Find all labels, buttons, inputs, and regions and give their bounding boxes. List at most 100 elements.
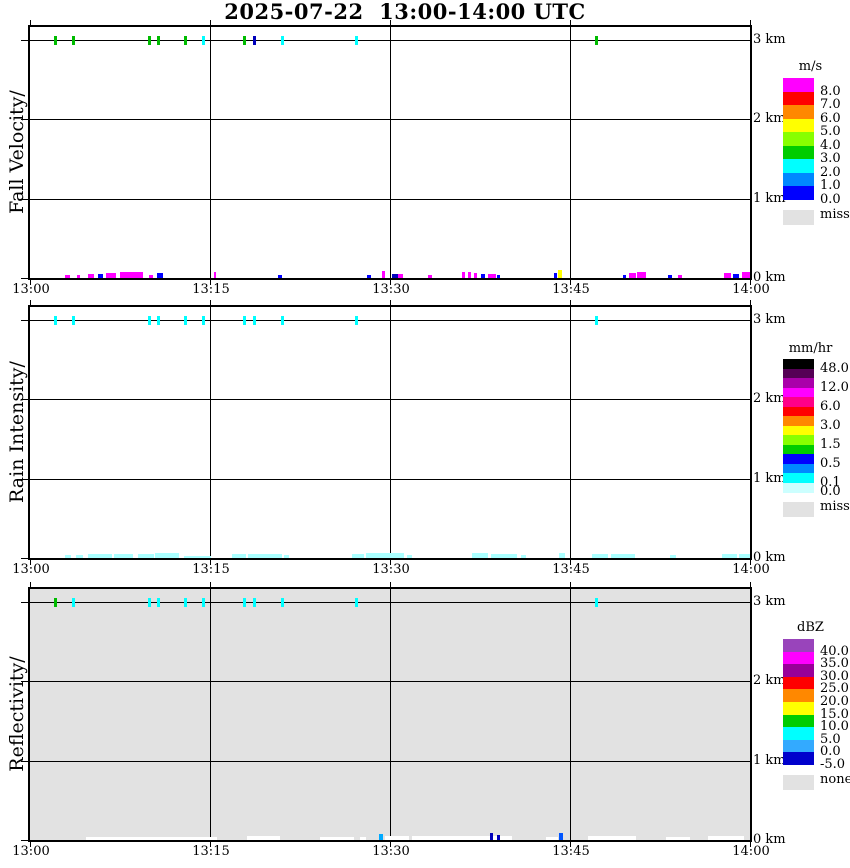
surface-echo-mark [284,555,290,558]
colorbar-label: 3.0 [820,151,841,166]
colorbar-segment [783,359,814,369]
colorbar-label: 15.0 [820,706,849,722]
echo-top-mark [147,36,151,45]
echo-top-mark [242,36,246,45]
echo-top-mark [147,598,151,607]
x-axis-tick [30,842,31,847]
echo-top-mark [253,36,257,45]
echo-top-mark [595,598,599,607]
colorbar-segment [783,714,814,728]
surface-echo-mark [105,273,117,278]
surface-echo-mark [87,554,112,558]
y-tick-label: 3 km [753,312,786,327]
x-axis-tick [750,20,751,25]
y-tick-label: 2 km [753,391,786,407]
colorbar-label: 0.5 [820,455,841,471]
no-echo-gap [385,836,410,840]
surface-echo-mark [183,556,212,558]
x-axis-tick [210,280,211,285]
colorbar-segment [783,482,814,493]
figure-title: 2025-07-22 13:00-14:00 UTC [224,0,586,24]
surface-echo-mark [213,272,216,278]
rain-intensity-axis-label: Rain Intensity/ [6,361,28,503]
x-axis-tick [750,280,751,285]
surface-echo-mark [622,275,627,278]
x-tick-label: 13:15 [192,562,230,577]
colorbar-label: 8.0 [820,83,841,99]
colorbar-label: 30.0 [820,668,849,684]
y-axis-tick [21,278,28,279]
x-axis-tick [750,560,751,565]
echo-top-mark [54,36,58,45]
echo-top-mark [183,598,187,607]
colorbar-segment [783,397,814,407]
y-tick-label: 0 km [753,270,786,285]
fall-velocity-axis-label: Fall Velocity/ [6,90,28,214]
echo-top-mark [281,316,284,325]
colorbar-title: m/s [798,59,823,74]
colorbar-segment [783,454,814,464]
surface-echo-mark [474,273,477,278]
colorbar-title: dBZ [797,620,824,635]
echo-top-mark [242,316,246,325]
surface-echo-mark [406,555,412,558]
surface-echo-mark [398,274,403,278]
colorbar-segment [783,435,814,445]
no-echo-gap [546,837,558,840]
surface-echo-mark [471,553,489,558]
colorbar-segment [783,118,814,133]
echo-top-mark [201,316,205,325]
colorbar-segment [783,639,814,653]
colorbar-segment [783,651,814,665]
surface-echo-mark [278,275,282,278]
echo-top-mark [183,36,187,45]
colorbar-segment [783,132,814,146]
colorbar-segment [783,91,814,106]
x-tick-label: 13:45 [552,282,590,297]
echo-top-mark [355,316,359,325]
colorbar-label: 5.0 [820,731,841,747]
y-axis-tick [21,40,28,41]
missing-swatch [783,502,814,517]
echo-top-mark [183,316,187,325]
y-tick-label: 1 km [753,752,786,768]
x-tick-label: 13:15 [192,844,230,859]
missing-swatch [783,209,814,225]
y-axis-tick [21,602,28,603]
gridline-v [210,589,211,840]
colorbar-label: 0.1 [820,474,841,490]
no-echo-gap [86,837,218,840]
surface-echo-mark [678,275,682,278]
gridline-v [570,307,571,558]
surface-echo-mark [496,835,500,840]
no-echo-gap [360,837,366,840]
echo-top-mark [72,36,76,45]
x-axis-tick [570,560,571,565]
x-tick-label: 13:15 [192,282,230,297]
y-axis-tick [21,198,28,200]
colorbar-label: 4.0 [820,137,841,153]
colorbar-segment [783,676,814,690]
x-axis-tick [30,300,31,305]
y-tick-label: 0 km [753,832,786,847]
y-axis-tick [21,681,28,683]
surface-echo-mark [379,834,383,840]
missing-swatch [783,775,814,790]
x-tick-label: 13:00 [12,562,50,577]
x-axis-tick [390,300,391,305]
colorbar-segment [783,368,814,379]
no-echo-gap [247,836,280,840]
x-axis-tick [750,300,751,305]
colorbar-label: 7.0 [820,97,841,112]
colorbar-label: 25.0 [820,681,849,697]
surface-echo-mark [489,833,493,840]
echo-top-mark [157,598,161,607]
y-tick-label: 2 km [753,111,786,127]
surface-echo-mark [248,554,282,558]
colorbar-label: 35.0 [820,656,849,672]
x-axis-tick [750,582,751,587]
echo-top-mark [355,598,359,607]
surface-echo-mark [392,274,399,278]
x-axis-tick [30,582,31,587]
surface-echo-mark [88,274,94,278]
